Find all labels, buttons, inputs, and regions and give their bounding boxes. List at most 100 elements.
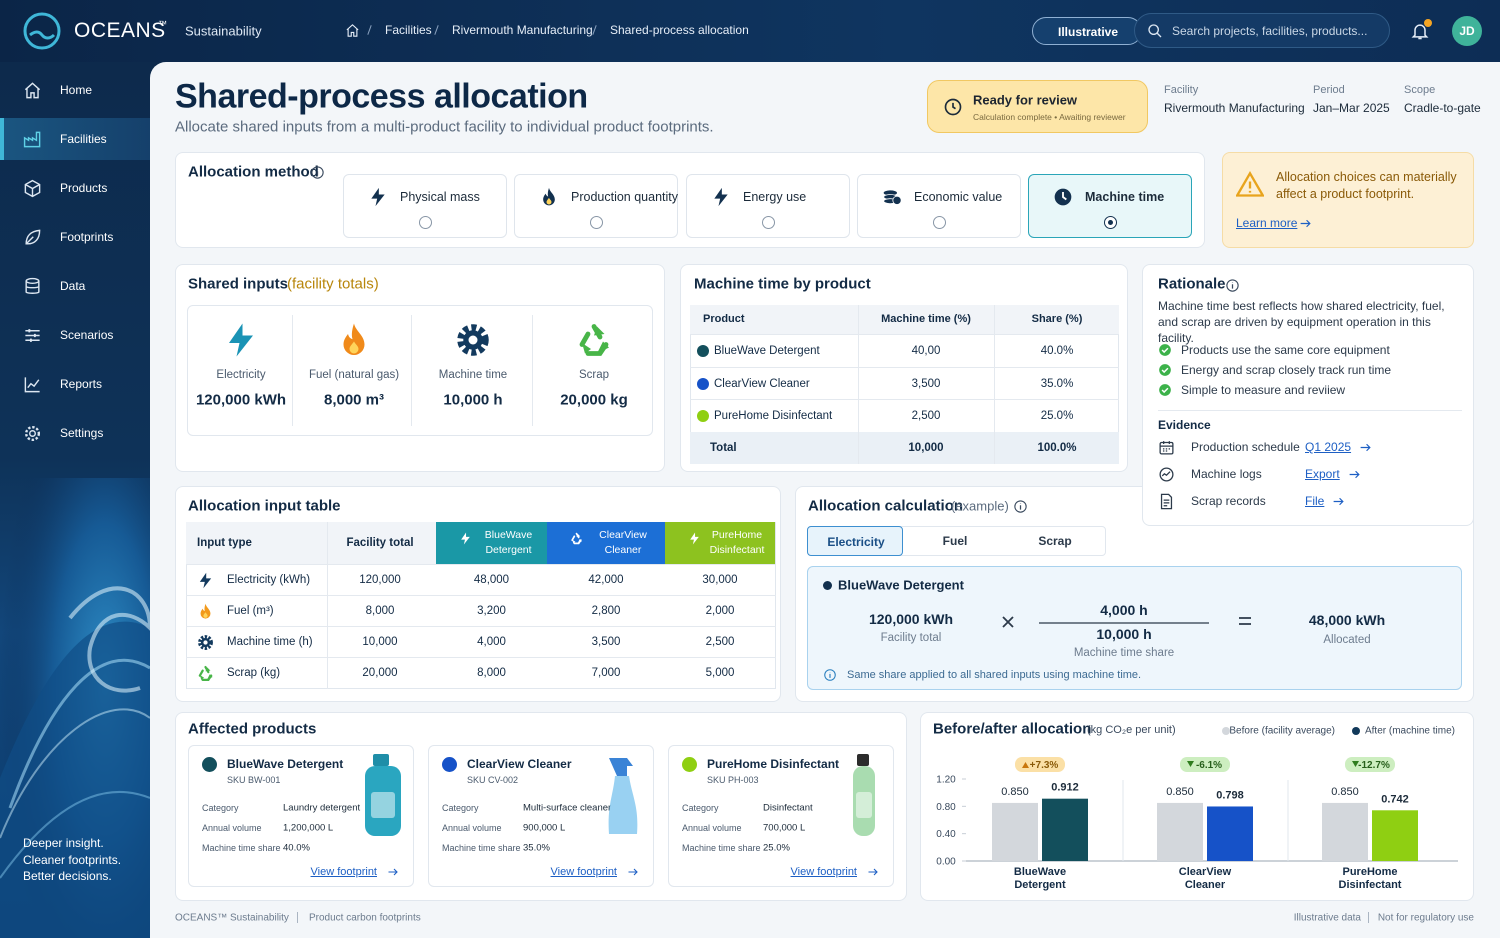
breadcrumb-item[interactable]: Rivermouth Manufacturing	[452, 23, 593, 37]
radio-dot	[1107, 219, 1113, 225]
radio[interactable]	[590, 216, 603, 229]
input-icon	[579, 324, 609, 356]
column-icon	[460, 532, 470, 544]
evidence-link[interactable]: File	[1305, 494, 1325, 508]
breadcrumb-item[interactable]: Shared-process allocation	[610, 23, 749, 37]
view-footprint-link[interactable]: View footprint	[310, 866, 377, 878]
nav-icon	[24, 425, 40, 441]
product-image	[365, 754, 401, 836]
logo[interactable]	[22, 11, 62, 51]
method-icon	[371, 187, 385, 207]
nav-item[interactable]: Home	[60, 83, 93, 97]
table-cell: BlueWave Detergent	[714, 345, 820, 357]
row-divider	[690, 399, 1119, 400]
radio[interactable]	[1104, 216, 1117, 229]
method-option[interactable]: Economic value	[857, 174, 1021, 238]
view-footprint-link[interactable]: View footprint	[550, 866, 617, 878]
table-cell: 7,000	[591, 667, 621, 679]
product-sku: SKU PH-003	[707, 775, 759, 785]
method-option[interactable]: Production quantity	[514, 174, 678, 238]
nav-item[interactable]: Scenarios	[60, 328, 114, 342]
section-title: Allocation input table	[188, 497, 341, 515]
radio[interactable]	[762, 216, 775, 229]
footer-text: Product carbon footprints	[309, 912, 421, 924]
table-header	[690, 305, 1119, 334]
field-label: Category	[682, 803, 719, 813]
product-name: PureHome Disinfectant	[707, 757, 840, 771]
avatar[interactable]: JD	[1452, 16, 1482, 46]
calc-result: 48,000 kWh	[1308, 612, 1386, 628]
link-arrow	[388, 868, 398, 876]
product-image	[608, 758, 638, 834]
field-value: Laundry detergent	[283, 802, 361, 814]
rationale-bullet: Products use the same core equipment	[1181, 343, 1390, 357]
evidence-icon	[1158, 466, 1174, 482]
search-icon	[1148, 24, 1162, 38]
tab[interactable]: Fuel	[907, 526, 1003, 556]
link-arrow	[1333, 497, 1344, 505]
product-dot	[697, 410, 709, 422]
row-divider	[690, 366, 1119, 368]
link-arrow	[1349, 470, 1360, 478]
method-option[interactable]: Physical mass	[343, 174, 507, 238]
calc-facility-total: 120,000 kWh	[868, 611, 954, 627]
input-value: 10,000 h	[443, 391, 503, 409]
info-icon	[310, 165, 324, 179]
check-icon	[1159, 364, 1171, 376]
meta-label: Period	[1313, 84, 1345, 96]
illustrative-badge[interactable]: Illustrative	[1032, 17, 1142, 45]
learn-more-link[interactable]: Learn more	[1236, 216, 1298, 230]
footer-separator	[297, 912, 298, 923]
evidence-icon	[1160, 493, 1172, 509]
tab[interactable]: Electricity	[807, 526, 903, 556]
column-icon	[570, 532, 582, 544]
method-label: Physical mass	[400, 190, 480, 204]
tab[interactable]: Scrap	[1007, 526, 1103, 556]
nav-item[interactable]: Footprints	[60, 230, 114, 244]
nav-item[interactable]: Facilities	[60, 132, 107, 146]
input-label: Machine time	[438, 369, 508, 381]
field-label: Machine time share	[682, 843, 761, 853]
evidence-link[interactable]: Q1 2025	[1305, 440, 1352, 454]
search-box[interactable]: Search projects, facilities, products...	[1134, 13, 1390, 48]
method-option[interactable]: Energy use	[686, 174, 850, 238]
brand-mark: ™	[158, 19, 167, 29]
view-footprint-link[interactable]: View footprint	[790, 866, 857, 878]
table-cell: 8,000	[365, 605, 395, 617]
product-dot	[442, 757, 457, 772]
method-label: Energy use	[743, 190, 807, 204]
nav-item[interactable]: Reports	[60, 377, 103, 391]
field-label: Machine time share	[442, 843, 521, 853]
legend-marker	[1352, 727, 1360, 735]
radio[interactable]	[419, 216, 432, 229]
info-icon	[824, 669, 836, 681]
input-label: Scrap	[578, 369, 610, 381]
table-cell: 20,000	[362, 667, 398, 679]
product-dot	[823, 581, 832, 590]
method-option[interactable]: Machine time	[1028, 174, 1192, 238]
column-header: Input type	[197, 537, 252, 549]
field-label: Annual volume	[682, 823, 742, 833]
product-sku: SKU CV-002	[467, 775, 519, 785]
info-icon	[1013, 499, 1027, 513]
product-card: ClearView Cleaner SKU CV-002 Category Multi…	[428, 745, 654, 887]
evidence-link[interactable]: Export	[1305, 467, 1340, 481]
search-placeholder: Search projects, facilities, products...	[1172, 24, 1368, 38]
table-cell: 120,000	[359, 574, 401, 586]
link-arrow	[628, 868, 638, 876]
total-cell: 10,000	[908, 442, 944, 454]
total-cell: Total	[710, 442, 737, 454]
product-name: BlueWave Detergent	[227, 757, 344, 771]
breadcrumb-item[interactable]: Facilities	[385, 23, 432, 37]
field-value: 700,000 L	[763, 822, 806, 834]
nav-item[interactable]: Products	[60, 181, 108, 195]
row-icon	[199, 572, 211, 588]
nav-item[interactable]: Data	[60, 279, 86, 293]
page-title: Shared-process allocation	[175, 77, 588, 116]
divider	[292, 315, 293, 426]
radio[interactable]	[933, 216, 946, 229]
field-value: 35.0%	[523, 842, 550, 854]
nav-item[interactable]: Settings	[60, 426, 104, 440]
field-value: 1,200,000 L	[283, 822, 334, 834]
